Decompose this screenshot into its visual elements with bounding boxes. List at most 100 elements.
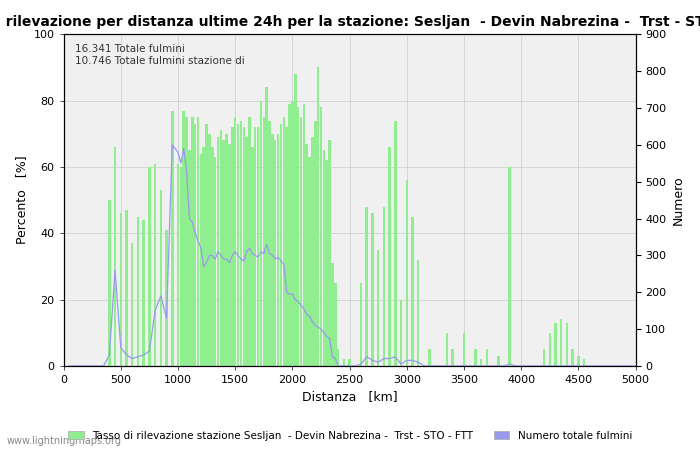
Bar xyxy=(160,190,162,366)
Bar xyxy=(371,213,374,366)
Bar xyxy=(211,147,214,366)
Bar xyxy=(326,160,328,366)
Bar xyxy=(223,140,225,366)
Bar xyxy=(360,283,363,366)
Bar xyxy=(280,124,282,366)
Bar xyxy=(337,349,340,366)
Bar xyxy=(474,349,477,366)
Bar xyxy=(180,167,182,366)
Bar xyxy=(302,104,305,366)
Bar xyxy=(300,117,302,366)
Bar xyxy=(254,127,256,366)
Bar xyxy=(220,130,222,366)
Bar xyxy=(328,140,331,366)
Bar xyxy=(389,147,391,366)
Bar xyxy=(142,220,145,366)
Bar xyxy=(268,121,271,366)
Bar xyxy=(237,124,239,366)
Legend: Tasso di rilevazione stazione Sesljan  - Devin Nabrezina -  Trst - STO - FTT, Nu: Tasso di rilevazione stazione Sesljan - … xyxy=(64,427,636,445)
Bar xyxy=(191,117,193,366)
Bar xyxy=(228,144,231,366)
Bar xyxy=(323,150,325,366)
Bar xyxy=(554,323,556,366)
Bar xyxy=(400,300,402,366)
Bar xyxy=(377,250,379,366)
Bar xyxy=(260,101,262,366)
Bar xyxy=(283,117,285,366)
Bar xyxy=(486,349,488,366)
Bar xyxy=(294,74,297,366)
Bar xyxy=(508,167,511,366)
Bar xyxy=(242,127,245,366)
Bar xyxy=(246,137,248,366)
Bar xyxy=(208,134,211,366)
Bar xyxy=(248,117,251,366)
Bar xyxy=(186,117,188,366)
Bar xyxy=(417,260,419,366)
Bar xyxy=(199,154,202,366)
Bar xyxy=(125,210,128,366)
Y-axis label: Percento   [%]: Percento [%] xyxy=(15,156,28,244)
Bar xyxy=(342,359,345,366)
Bar xyxy=(257,127,259,366)
Bar xyxy=(274,140,276,366)
Bar xyxy=(480,359,482,366)
Title: Tasso di rilevazione per distanza ultime 24h per la stazione: Sesljan  - Devin N: Tasso di rilevazione per distanza ultime… xyxy=(0,15,700,29)
Bar xyxy=(148,167,150,366)
Bar xyxy=(331,263,334,366)
Bar xyxy=(131,243,134,366)
Bar xyxy=(334,283,337,366)
Bar xyxy=(276,134,279,366)
Bar xyxy=(383,207,385,366)
Bar xyxy=(171,111,174,366)
Bar xyxy=(405,180,408,366)
Bar xyxy=(114,147,116,366)
Bar xyxy=(217,137,219,366)
Bar xyxy=(231,127,234,366)
X-axis label: Distanza   [km]: Distanza [km] xyxy=(302,391,398,404)
Bar xyxy=(549,333,551,366)
Bar xyxy=(194,124,197,366)
Bar xyxy=(225,134,228,366)
Bar xyxy=(583,359,585,366)
Bar xyxy=(497,356,500,366)
Bar xyxy=(165,230,168,366)
Y-axis label: Numero: Numero xyxy=(672,176,685,225)
Bar xyxy=(291,101,293,366)
Bar xyxy=(183,111,185,366)
Bar xyxy=(265,87,268,366)
Bar xyxy=(560,320,563,366)
Bar xyxy=(349,359,351,366)
Bar xyxy=(577,356,580,366)
Bar xyxy=(394,121,397,366)
Bar xyxy=(288,104,290,366)
Text: 16.341 Totale fulmini
10.746 Totale fulmini stazione di: 16.341 Totale fulmini 10.746 Totale fulm… xyxy=(75,44,245,66)
Bar xyxy=(271,134,274,366)
Bar xyxy=(312,137,314,366)
Bar xyxy=(463,333,466,366)
Text: www.lightningmaps.org: www.lightningmaps.org xyxy=(7,436,122,446)
Bar xyxy=(542,349,545,366)
Bar xyxy=(176,164,179,366)
Bar xyxy=(314,121,316,366)
Bar xyxy=(308,157,311,366)
Bar xyxy=(202,147,205,366)
Bar xyxy=(205,124,208,366)
Bar xyxy=(214,157,216,366)
Bar xyxy=(320,107,322,366)
Bar xyxy=(317,68,319,366)
Bar xyxy=(452,349,454,366)
Bar xyxy=(428,349,431,366)
Bar xyxy=(566,323,568,366)
Bar xyxy=(305,144,308,366)
Bar xyxy=(297,107,300,366)
Bar xyxy=(286,127,288,366)
Bar xyxy=(234,117,237,366)
Bar xyxy=(197,117,199,366)
Bar xyxy=(365,207,368,366)
Bar xyxy=(239,121,242,366)
Bar xyxy=(188,150,190,366)
Bar xyxy=(446,333,448,366)
Bar xyxy=(571,349,574,366)
Bar xyxy=(120,213,122,366)
